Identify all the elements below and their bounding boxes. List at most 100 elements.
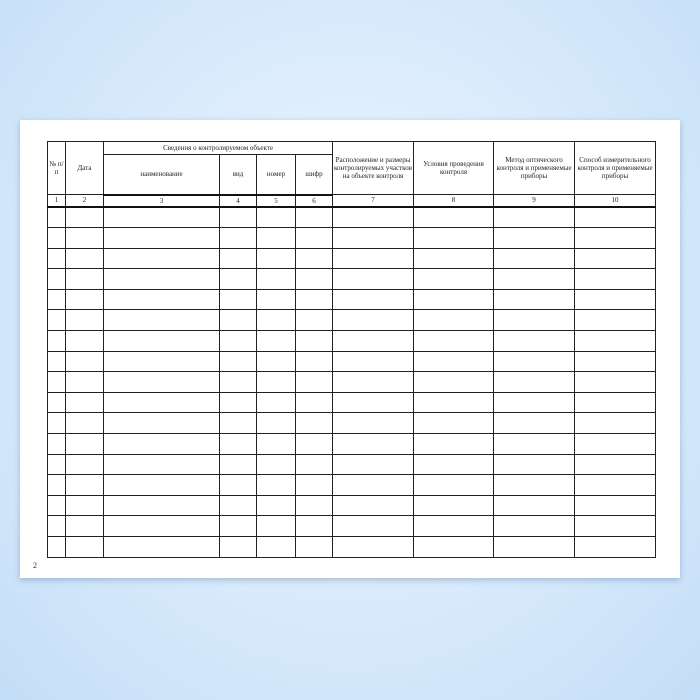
table-cell[interactable] xyxy=(103,536,220,558)
table-cell[interactable] xyxy=(294,453,334,476)
table-cell[interactable] xyxy=(103,412,220,435)
table-cell[interactable] xyxy=(413,515,495,537)
table-cell[interactable] xyxy=(294,494,334,517)
table-cell[interactable] xyxy=(413,350,495,373)
table-cell[interactable] xyxy=(219,350,257,373)
table-cell[interactable] xyxy=(413,371,495,393)
table-cell[interactable] xyxy=(219,433,257,455)
table-cell[interactable] xyxy=(256,536,296,558)
table-cell[interactable] xyxy=(47,453,66,476)
table-cell[interactable] xyxy=(332,412,415,435)
table-cell[interactable] xyxy=(493,494,576,517)
table-cell[interactable] xyxy=(332,309,415,332)
table-cell[interactable] xyxy=(219,268,257,290)
table-cell[interactable] xyxy=(493,536,576,558)
table-cell[interactable] xyxy=(65,247,104,270)
table-cell[interactable] xyxy=(413,536,495,558)
table-cell[interactable] xyxy=(332,247,415,270)
table-cell[interactable] xyxy=(103,205,220,229)
table-cell[interactable] xyxy=(219,330,257,352)
table-cell[interactable] xyxy=(332,391,415,414)
table-cell[interactable] xyxy=(256,474,296,496)
table-cell[interactable] xyxy=(103,268,220,290)
table-cell[interactable] xyxy=(219,288,257,311)
table-cell[interactable] xyxy=(294,350,334,373)
table-cell[interactable] xyxy=(413,494,495,517)
table-cell[interactable] xyxy=(65,205,104,229)
table-cell[interactable] xyxy=(413,433,495,455)
table-cell[interactable] xyxy=(103,453,220,476)
table-cell[interactable] xyxy=(332,474,415,496)
table-cell[interactable] xyxy=(574,433,657,455)
table-cell[interactable] xyxy=(332,288,415,311)
table-cell[interactable] xyxy=(574,453,657,476)
table-cell[interactable] xyxy=(332,330,415,352)
table-cell[interactable] xyxy=(256,391,296,414)
table-cell[interactable] xyxy=(493,474,576,496)
table-cell[interactable] xyxy=(332,350,415,373)
table-cell[interactable] xyxy=(493,391,576,414)
table-cell[interactable] xyxy=(574,350,657,373)
table-cell[interactable] xyxy=(413,309,495,332)
table-cell[interactable] xyxy=(65,536,104,558)
table-cell[interactable] xyxy=(332,227,415,249)
table-cell[interactable] xyxy=(294,309,334,332)
table-cell[interactable] xyxy=(574,288,657,311)
table-cell[interactable] xyxy=(294,227,334,249)
table-cell[interactable] xyxy=(103,515,220,537)
table-cell[interactable] xyxy=(294,288,334,311)
table-cell[interactable] xyxy=(294,268,334,290)
table-cell[interactable] xyxy=(103,330,220,352)
table-cell[interactable] xyxy=(493,227,576,249)
table-cell[interactable] xyxy=(574,227,657,249)
table-cell[interactable] xyxy=(294,205,334,229)
table-cell[interactable] xyxy=(47,515,66,537)
table-cell[interactable] xyxy=(219,474,257,496)
table-cell[interactable] xyxy=(256,371,296,393)
table-cell[interactable] xyxy=(413,330,495,352)
table-cell[interactable] xyxy=(103,494,220,517)
table-cell[interactable] xyxy=(219,494,257,517)
table-cell[interactable] xyxy=(256,288,296,311)
table-cell[interactable] xyxy=(413,453,495,476)
table-cell[interactable] xyxy=(256,433,296,455)
table-cell[interactable] xyxy=(493,288,576,311)
table-cell[interactable] xyxy=(103,391,220,414)
table-cell[interactable] xyxy=(47,536,66,558)
table-cell[interactable] xyxy=(103,227,220,249)
table-cell[interactable] xyxy=(574,515,657,537)
table-cell[interactable] xyxy=(47,268,66,290)
table-cell[interactable] xyxy=(493,453,576,476)
table-cell[interactable] xyxy=(219,391,257,414)
table-cell[interactable] xyxy=(574,494,657,517)
table-cell[interactable] xyxy=(47,371,66,393)
table-cell[interactable] xyxy=(294,474,334,496)
table-cell[interactable] xyxy=(294,371,334,393)
table-cell[interactable] xyxy=(256,412,296,435)
table-cell[interactable] xyxy=(574,474,657,496)
table-cell[interactable] xyxy=(65,433,104,455)
table-cell[interactable] xyxy=(413,227,495,249)
table-cell[interactable] xyxy=(256,247,296,270)
table-cell[interactable] xyxy=(47,474,66,496)
table-cell[interactable] xyxy=(47,330,66,352)
table-cell[interactable] xyxy=(332,371,415,393)
table-cell[interactable] xyxy=(574,330,657,352)
table-cell[interactable] xyxy=(65,474,104,496)
table-cell[interactable] xyxy=(256,350,296,373)
table-cell[interactable] xyxy=(103,474,220,496)
table-cell[interactable] xyxy=(294,330,334,352)
table-cell[interactable] xyxy=(256,330,296,352)
table-cell[interactable] xyxy=(219,453,257,476)
table-cell[interactable] xyxy=(47,494,66,517)
table-cell[interactable] xyxy=(47,288,66,311)
table-cell[interactable] xyxy=(256,205,296,229)
table-cell[interactable] xyxy=(413,412,495,435)
table-cell[interactable] xyxy=(65,453,104,476)
table-cell[interactable] xyxy=(219,536,257,558)
table-cell[interactable] xyxy=(294,433,334,455)
table-cell[interactable] xyxy=(103,371,220,393)
table-cell[interactable] xyxy=(332,536,415,558)
table-cell[interactable] xyxy=(332,494,415,517)
table-cell[interactable] xyxy=(65,288,104,311)
